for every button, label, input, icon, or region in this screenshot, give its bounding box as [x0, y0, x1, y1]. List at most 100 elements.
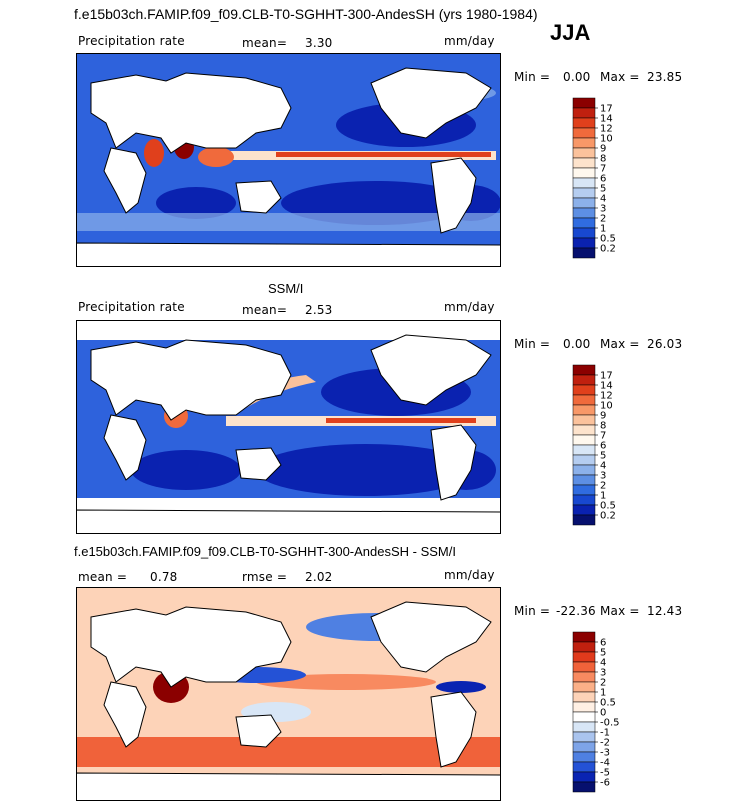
colorbar-swatch: [572, 721, 596, 733]
colorbar-swatch: [572, 741, 596, 753]
colorbar-tick-label: 1: [600, 491, 606, 502]
colorbar-swatch: [572, 127, 596, 139]
colorbar-swatch: [572, 177, 596, 189]
panel2-map: [76, 320, 501, 534]
colorbar-tick-label: 2: [600, 678, 606, 689]
panel2-min-value: 0.00: [563, 337, 591, 351]
panel3-frame: [76, 587, 501, 801]
colorbar-tick-label: 0.5: [600, 501, 616, 512]
panel2-min-label: Min =: [514, 337, 551, 351]
colorbar-tick-label: 0.5: [600, 234, 616, 245]
colorbar-swatch: [572, 711, 596, 723]
panel3-southern-positive-band: [76, 737, 501, 767]
panel1-itcz-core: [276, 152, 491, 157]
panel2-max-value: 26.03: [647, 337, 683, 351]
panel1-frame: [76, 53, 501, 267]
panel3-units: mm/day: [444, 568, 495, 582]
colorbar-swatch: [572, 374, 596, 386]
panel1-variable-label: Precipitation rate: [78, 34, 185, 48]
colorbar-swatch: [572, 514, 596, 526]
colorbar-tick-label: 0.2: [600, 511, 616, 522]
colorbar-swatch: [572, 384, 596, 396]
colorbar-tick-label: 10: [600, 134, 613, 145]
panel3-map: [76, 587, 501, 801]
panel2-dry-indian: [131, 450, 241, 490]
panel1-continents: [76, 67, 501, 267]
panel2-mean-value: 2.53: [305, 303, 333, 317]
panel1-max-label: Max =: [600, 70, 640, 84]
panel3-colorbar: 6 5 4 3 2 1 0.5 0 -0.5 -1 -2 -3 -4 -5 -6: [572, 631, 633, 800]
panel3-atlantic-negative: [436, 681, 486, 693]
colorbar-swatch: [572, 681, 596, 693]
colorbar-tick-label: 4: [600, 658, 606, 669]
colorbar-swatch: [572, 197, 596, 209]
colorbar-swatch: [572, 227, 596, 239]
colorbar-tick-label: 0: [600, 708, 606, 719]
panel3-max-value: 12.43: [647, 604, 683, 618]
colorbar-swatch: [572, 237, 596, 249]
panel3-map-svg: [76, 587, 501, 801]
colorbar-tick-label: 8: [600, 421, 606, 432]
colorbar-tick-label: -4: [600, 758, 610, 769]
colorbar-swatch: [572, 641, 596, 653]
colorbar-tick-label: 12: [600, 391, 613, 402]
panel3-mean-value: 0.78: [150, 570, 178, 584]
panel1-arabian-sea-max: [144, 139, 164, 167]
panel1-map-svg: [76, 53, 501, 267]
panel2-itcz-core: [326, 418, 476, 423]
panel1-units: mm/day: [444, 34, 495, 48]
colorbar-tick-label: 6: [600, 441, 606, 452]
panel2-dry-south-pacific: [256, 444, 476, 496]
colorbar-swatch: [572, 217, 596, 229]
panel1-southern-storm-track: [76, 213, 501, 231]
colorbar-swatch: [572, 484, 596, 496]
colorbar-tick-label: -6: [600, 778, 610, 789]
colorbar-swatch: [572, 147, 596, 159]
colorbar-swatch: [572, 661, 596, 673]
panel1-min-label: Min =: [514, 70, 551, 84]
colorbar-tick-label: -5: [600, 768, 610, 779]
colorbar-tick-label: 7: [600, 164, 606, 175]
panel2-max-label: Max =: [600, 337, 640, 351]
colorbar-swatch: [572, 731, 596, 743]
colorbar-swatch: [572, 137, 596, 149]
panel3-rmse-label: rmse =: [242, 570, 288, 584]
colorbar-tick-label: 2: [600, 481, 606, 492]
colorbar-swatch: [572, 504, 596, 516]
panel3-min-label: Min =: [514, 604, 551, 618]
colorbar-tick-label: 3: [600, 204, 606, 215]
season-label: JJA: [550, 20, 591, 45]
panel3-min-value: -22.36: [556, 604, 596, 618]
colorbar-swatch: [572, 404, 596, 416]
colorbar-tick-label: -3: [600, 748, 610, 759]
panel2-title: SSM/I: [268, 281, 304, 296]
colorbar-tick-label: 4: [600, 194, 606, 205]
colorbar-tick-label: -1: [600, 728, 610, 739]
colorbar-swatch: [572, 651, 596, 663]
colorbar-swatch: [572, 781, 596, 793]
colorbar-swatch: [572, 157, 596, 169]
panel2-mean-label: mean=: [242, 303, 288, 317]
colorbar-tick-label: 3: [600, 471, 606, 482]
colorbar-tick-label: 6: [600, 638, 606, 649]
panel2-colorbar: 17 14 12 10 9 8 7 6 5 4 3 2 1 0.5 0.2: [572, 364, 633, 533]
panel3-title: f.e15b03ch.FAMIP.f09_f09.CLB-T0-SGHHT-30…: [74, 544, 456, 559]
colorbar-swatch: [572, 671, 596, 683]
colorbar-tick-label: 10: [600, 401, 613, 412]
colorbar-tick-label: 5: [600, 451, 606, 462]
colorbar-tick-label: 17: [600, 104, 613, 115]
colorbar-swatch: [572, 414, 596, 426]
colorbar-swatch: [572, 474, 596, 486]
colorbar-tick-label: 9: [600, 411, 606, 422]
colorbar-swatch: [572, 751, 596, 763]
colorbar-tick-label: -0.5: [600, 718, 620, 729]
colorbar-tick-label: 0.5: [600, 698, 616, 709]
colorbar-tick-label: 2: [600, 214, 606, 225]
colorbar-swatch: [572, 631, 596, 643]
colorbar-swatch: [572, 444, 596, 456]
colorbar-swatch: [572, 761, 596, 773]
figure-title: f.e15b03ch.FAMIP.f09_f09.CLB-T0-SGHHT-30…: [74, 6, 538, 22]
